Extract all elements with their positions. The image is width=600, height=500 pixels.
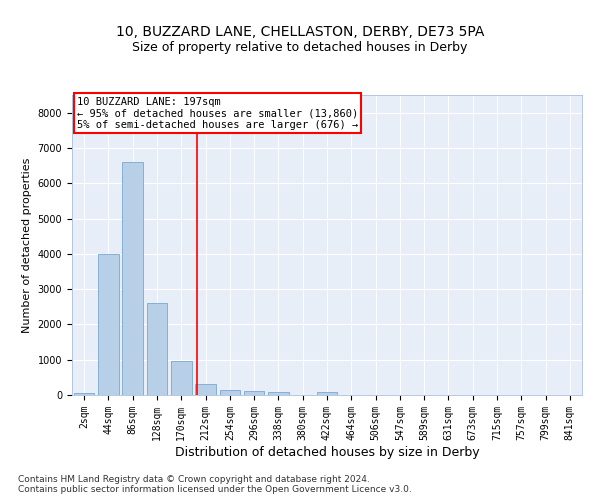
Y-axis label: Number of detached properties: Number of detached properties [22,158,32,332]
Bar [122,162,143,395]
Bar [171,362,191,395]
Bar [220,390,240,395]
Text: Contains public sector information licensed under the Open Government Licence v3: Contains public sector information licen… [18,486,412,494]
Bar [317,392,337,395]
Bar [98,254,119,395]
Text: Size of property relative to detached houses in Derby: Size of property relative to detached ho… [133,41,467,54]
Text: 10 BUZZARD LANE: 197sqm
← 95% of detached houses are smaller (13,860)
5% of semi: 10 BUZZARD LANE: 197sqm ← 95% of detache… [77,96,358,130]
Bar [195,384,216,395]
Text: Contains HM Land Registry data © Crown copyright and database right 2024.: Contains HM Land Registry data © Crown c… [18,474,370,484]
X-axis label: Distribution of detached houses by size in Derby: Distribution of detached houses by size … [175,446,479,458]
Bar [244,392,265,395]
Text: 10, BUZZARD LANE, CHELLASTON, DERBY, DE73 5PA: 10, BUZZARD LANE, CHELLASTON, DERBY, DE7… [116,26,484,40]
Bar [146,303,167,395]
Bar [74,393,94,395]
Bar [268,392,289,395]
